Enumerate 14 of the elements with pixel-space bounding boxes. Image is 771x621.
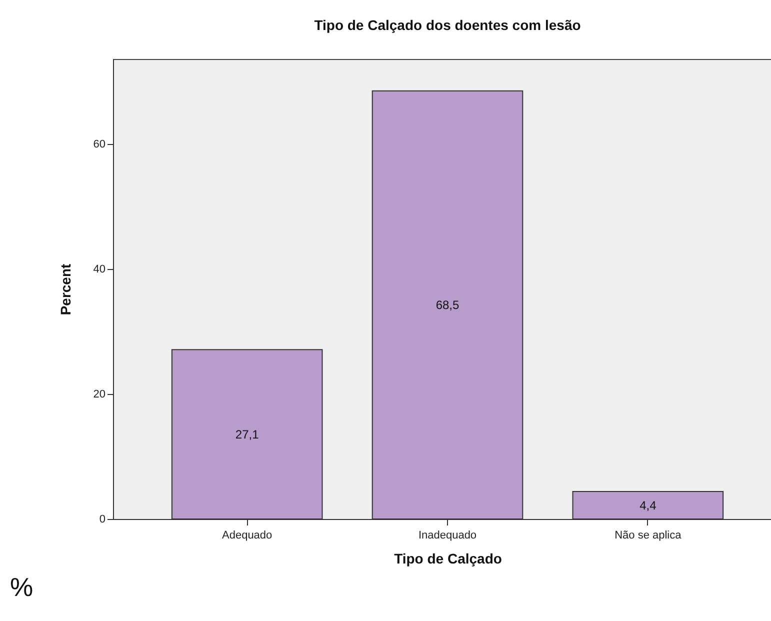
y-tick-label: 60 bbox=[93, 138, 106, 150]
text: % bbox=[10, 572, 34, 603]
y-tick-label: 0 bbox=[99, 514, 106, 526]
chart-title: Tipo de Calçado dos doentes com lesão bbox=[314, 17, 581, 33]
x-axis-title: Tipo de Calçado bbox=[394, 550, 502, 566]
x-tick-label: Inadequado bbox=[418, 530, 477, 542]
y-axis-title: Percent bbox=[57, 263, 74, 316]
data-label: 27,1 bbox=[235, 427, 260, 442]
x-tick-label: Adequado bbox=[222, 530, 272, 542]
y-tick-label: 40 bbox=[93, 264, 106, 276]
data-label: 4,4 bbox=[640, 498, 657, 512]
x-tick-label: Não se aplica bbox=[614, 530, 682, 542]
data-label: 68,5 bbox=[436, 298, 460, 312]
y-tick-label: 20 bbox=[93, 388, 106, 400]
